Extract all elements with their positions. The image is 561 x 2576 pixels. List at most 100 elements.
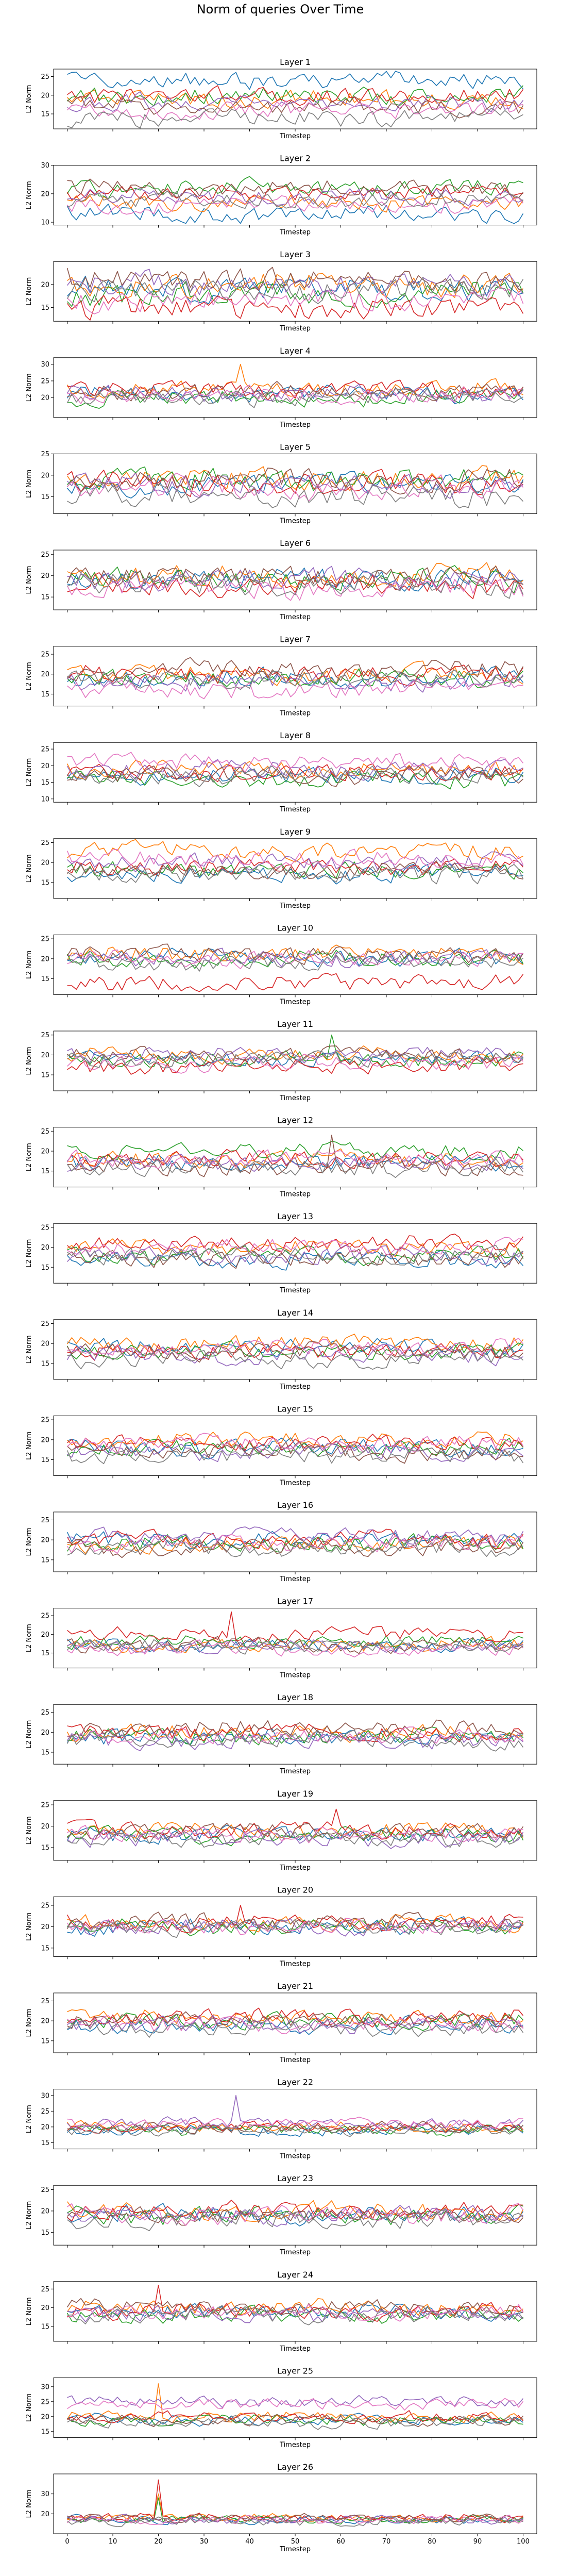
series-line-4 [67, 2285, 524, 2322]
subplot-4: Layer 4 L2 Norm Timestep 20 25 30 [25, 346, 537, 429]
subplot-title: Layer 18 [277, 1692, 313, 1702]
series-line-6 [67, 1719, 523, 1737]
subplot-title: Layer 4 [280, 346, 311, 356]
y-tick-label: 25 [41, 1224, 49, 1232]
y-tick-label: 20 [41, 2123, 49, 2131]
subplot-title: Layer 24 [277, 2270, 313, 2280]
subplot-title: Layer 19 [277, 1789, 313, 1799]
series-group [66, 176, 524, 224]
series-line-8 [67, 1348, 524, 1370]
series-line-5 [67, 188, 523, 207]
y-tick-label: 25 [41, 1998, 49, 2005]
series-line-6 [67, 178, 524, 198]
subplot-21: Layer 21 L2 Norm Timestep 15 20 25 [25, 1981, 537, 2064]
x-axis-label: Timestep [279, 1960, 311, 1968]
x-axis-label: Timestep [279, 1383, 311, 1391]
series-group [66, 1334, 524, 1370]
y-tick-label: 15 [41, 691, 49, 699]
y-tick-label: 25 [41, 651, 49, 659]
y-tick-label: 15 [41, 1844, 49, 1852]
series-line-8 [67, 570, 524, 599]
x-tick-label: 70 [382, 2538, 391, 2546]
subplot-grid: Layer 1 L2 Norm Timestep 15 20 25 Layer 2 L2 No… [25, 57, 537, 2553]
y-tick-label: 15 [41, 1650, 49, 1657]
y-tick-label: 30 [41, 361, 49, 369]
y-tick-label: 15 [41, 2323, 49, 2331]
x-tick-label: 40 [245, 2538, 254, 2546]
series-group [66, 2383, 524, 2430]
subplot-3: Layer 3 L2 Norm Timestep 15 20 [25, 250, 537, 333]
series-line-3 [66, 2011, 524, 2031]
y-tick-label: 25 [41, 1517, 49, 1524]
subplot-24: Layer 24 L2 Norm Timestep 15 20 25 [25, 2270, 537, 2353]
y-tick-label: 15 [41, 1945, 49, 1952]
subplot-title: Layer 12 [277, 1116, 313, 1125]
series-line-5 [67, 948, 524, 968]
series-line-3 [67, 860, 524, 880]
y-axis-label: L2 Norm [25, 1432, 33, 1460]
y-tick-label: 20 [41, 1823, 49, 1831]
series-line-4 [66, 185, 523, 201]
y-tick-label: 15 [41, 879, 49, 887]
series-line-8 [66, 277, 524, 304]
subplot-title: Layer 1 [280, 57, 311, 67]
series-line-2 [67, 194, 524, 213]
y-tick-label: 25 [41, 1128, 49, 1136]
series-line-3 [66, 1034, 523, 1068]
series-line-7 [66, 849, 524, 869]
x-axis-label: Timestep [279, 132, 311, 140]
series-line-8 [66, 766, 523, 787]
x-tick-label: 20 [154, 2538, 163, 2546]
x-axis-label: Timestep [279, 1094, 311, 1102]
y-axis-label: L2 Norm [25, 662, 33, 690]
y-tick-label: 15 [41, 304, 49, 312]
y-tick-label: 15 [41, 2139, 49, 2147]
y-axis-label: L2 Norm [25, 1239, 33, 1268]
y-tick-label: 20 [41, 762, 49, 770]
series-line-4 [67, 1808, 524, 1840]
series-group [66, 2095, 524, 2137]
series-group [66, 839, 524, 885]
y-axis-label: L2 Norm [25, 470, 33, 498]
subplot-8: Layer 8 L2 Norm Timestep 10 15 20 25 [25, 730, 537, 813]
y-axis-label: L2 Norm [25, 85, 33, 113]
series-group [66, 465, 524, 509]
series-line-4 [66, 1528, 524, 1550]
y-tick-label: 20 [41, 394, 49, 402]
y-tick-label: 25 [41, 2398, 49, 2406]
series-line-7 [66, 1149, 524, 1169]
series-group [66, 2007, 524, 2038]
subplot-title: Layer 9 [280, 827, 311, 837]
y-tick-label: 25 [41, 746, 49, 754]
series-line-5 [67, 2015, 524, 2034]
series-line-5 [67, 673, 524, 693]
x-axis-label: Timestep [279, 902, 311, 910]
y-axis-label: L2 Norm [25, 2394, 33, 2422]
series-line-6 [67, 657, 524, 682]
series-group [66, 363, 524, 409]
y-tick-label: 15 [41, 1749, 49, 1757]
series-line-7 [66, 576, 524, 601]
series-line-2 [66, 839, 523, 862]
y-axis-label: L2 Norm [25, 1046, 33, 1075]
subplot-12: Layer 12 L2 Norm Timestep 15 20 25 [25, 1116, 537, 1199]
y-tick-label: 20 [41, 1244, 49, 1252]
subplot-20: Layer 20 L2 Norm Timestep 15 20 25 [25, 1885, 537, 1968]
series-line-3 [66, 2304, 524, 2324]
series-group [66, 943, 524, 992]
series-line-3 [66, 176, 523, 200]
y-tick-label: 20 [41, 572, 49, 580]
y-tick-label: 20 [41, 1436, 49, 1444]
subplot-9: Layer 9 L2 Norm Timestep 15 20 25 [25, 827, 537, 910]
series-line-8 [67, 1832, 523, 1848]
series-group [66, 1034, 524, 1075]
series-line-6 [66, 267, 523, 295]
y-tick-label: 20 [41, 859, 49, 867]
series-group [66, 1431, 524, 1465]
y-axis-label: L2 Norm [25, 2297, 33, 2325]
series-line-3 [67, 770, 523, 790]
y-tick-label: 20 [41, 281, 49, 289]
y-tick-label: 25 [41, 377, 49, 385]
y-tick-label: 20 [41, 671, 49, 678]
